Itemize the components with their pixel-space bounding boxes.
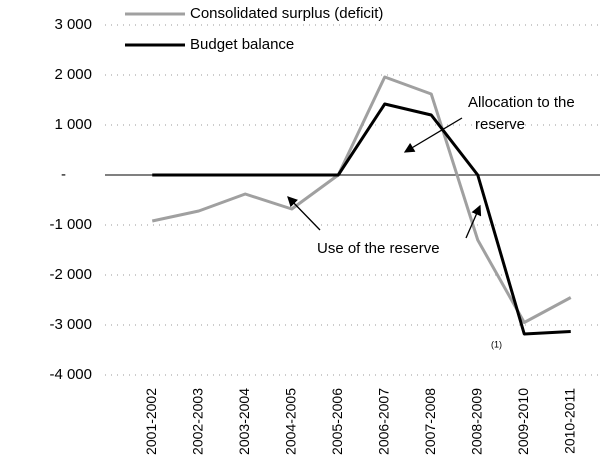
x-tick-label: 2009-2010 [515,388,531,455]
y-tick-label: 3 000 [54,16,92,33]
arrow [403,117,463,153]
legend-label: Consolidated surplus (deficit) [190,5,383,22]
y-tick-label: 1 000 [54,116,92,133]
x-tick-label: 2010-2011 [561,388,577,454]
y-tick-label: -1 000 [49,216,92,233]
arrow [287,196,321,231]
annotation: Use of the reserve [317,240,440,257]
y-tick-label: -2 000 [49,266,92,283]
x-tick-label: 2008-2009 [468,388,484,455]
arrow [465,204,482,239]
series-line [152,102,571,336]
y-tick-label: - [61,166,66,183]
annotation: (1) [491,339,502,349]
y-tick-label: -4 000 [49,366,92,383]
series-line [151,75,572,324]
annotation: Allocation to the [468,94,575,111]
x-tick-label: 2003-2004 [236,388,252,455]
x-tick-label: 2002-2003 [189,388,205,455]
x-tick-label: 2005-2006 [329,388,345,455]
x-tick-label: 2007-2008 [422,388,438,455]
x-tick-label: 2004-2005 [282,388,298,455]
x-tick-label: 2006-2007 [375,388,391,455]
y-tick-label: 2 000 [54,66,92,83]
annotations: Allocation to the reserve Use of the res… [287,94,575,349]
y-tick-label: -3 000 [49,316,92,333]
x-tick-label: 2001-2002 [143,388,159,455]
annotation: reserve [475,116,525,133]
legend-label: Budget balance [190,36,294,53]
